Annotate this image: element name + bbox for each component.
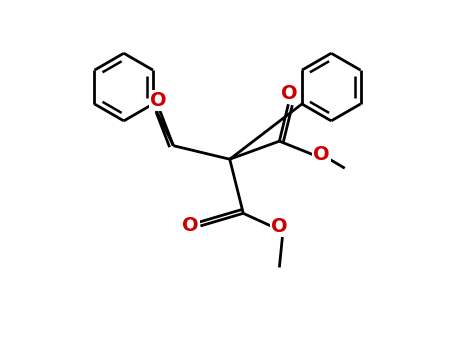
Text: O: O: [313, 145, 330, 164]
Text: O: O: [150, 91, 167, 110]
Text: O: O: [281, 84, 298, 103]
Text: O: O: [271, 217, 288, 236]
Text: O: O: [182, 216, 199, 234]
